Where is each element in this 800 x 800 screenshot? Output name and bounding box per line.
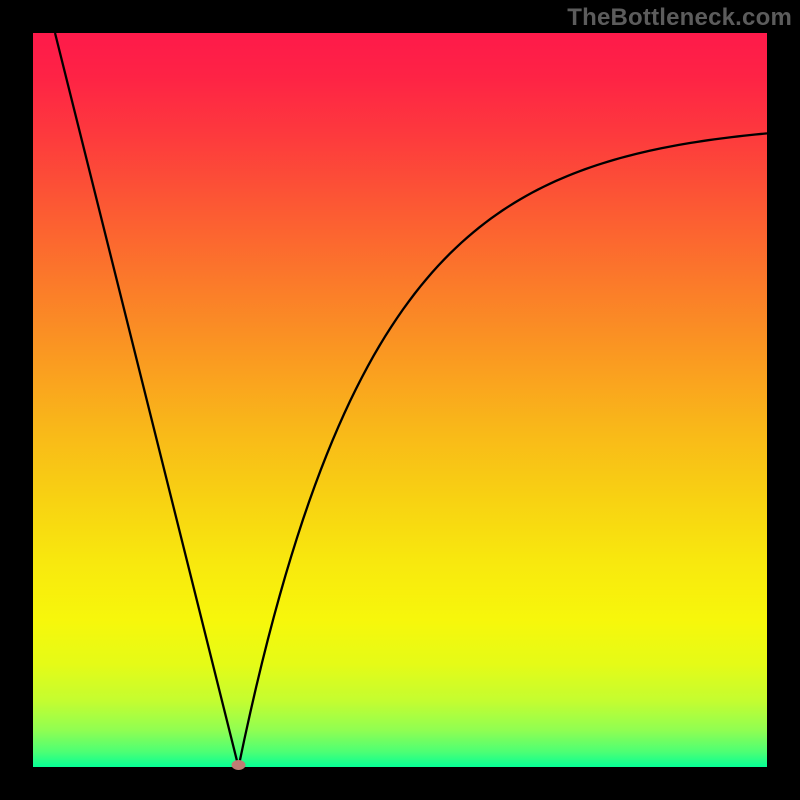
chart-container: TheBottleneck.com (0, 0, 800, 800)
optimal-point-marker (232, 760, 246, 770)
bottleneck-chart (0, 0, 800, 800)
watermark-text: TheBottleneck.com (567, 4, 792, 32)
gradient-background (33, 33, 767, 767)
